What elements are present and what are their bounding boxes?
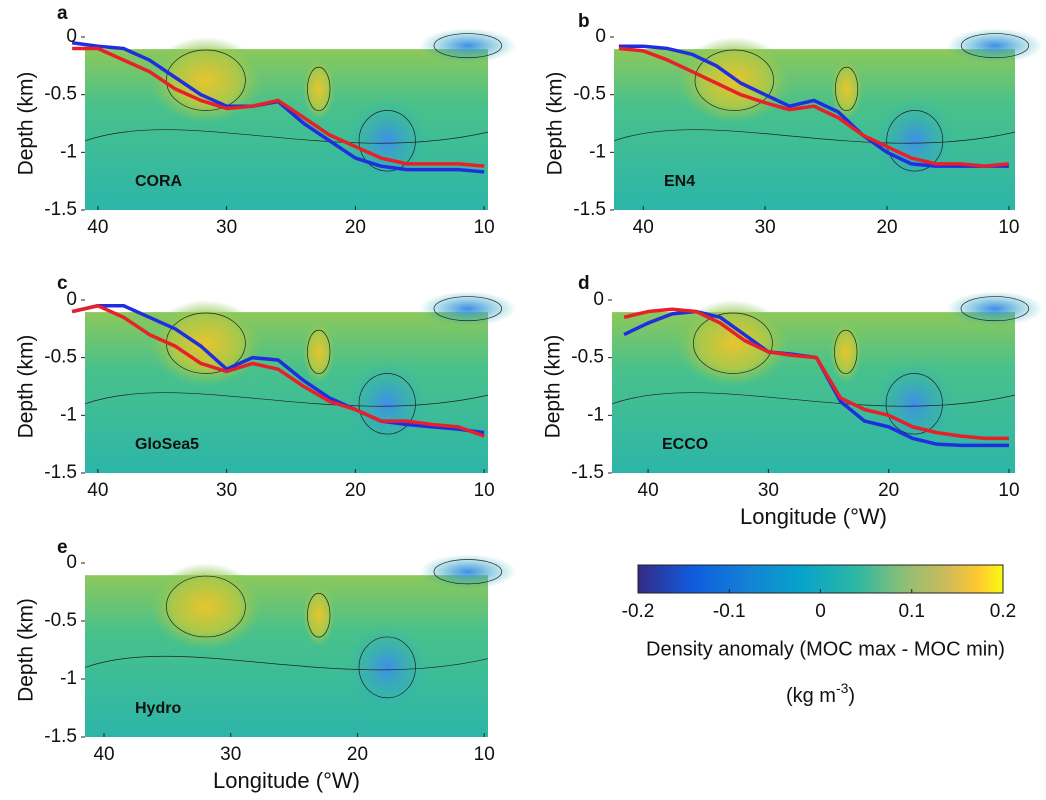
x-tick-label: 40 bbox=[633, 217, 654, 238]
unit-part: ) bbox=[848, 685, 855, 707]
contour bbox=[834, 329, 858, 375]
y-axis-label: Depth (km) bbox=[15, 598, 38, 702]
colorbar-tick-label: 0 bbox=[815, 601, 826, 622]
y-tick-label: -1 bbox=[60, 141, 77, 162]
colorbar-units: (kg m-3) bbox=[786, 680, 855, 708]
unit-part: -3 bbox=[836, 680, 849, 696]
y-tick-label: -1 bbox=[60, 404, 77, 425]
colorbar-tick-label: 0.1 bbox=[899, 601, 925, 622]
contour bbox=[611, 392, 1016, 407]
y-tick-label: -1.5 bbox=[44, 726, 77, 747]
y-axis-label: Depth (km) bbox=[15, 335, 38, 439]
y-axis-label: Depth (km) bbox=[542, 335, 565, 439]
depth-line bbox=[71, 304, 485, 435]
dataset-label: ECCO bbox=[662, 436, 708, 453]
y-tick-label: -1 bbox=[587, 404, 604, 425]
colorbar-tick-label: 0.2 bbox=[990, 601, 1016, 622]
y-tick-label: -1.5 bbox=[44, 199, 77, 220]
depth-line bbox=[71, 304, 485, 438]
y-tick-label: -1.5 bbox=[571, 462, 604, 483]
contour bbox=[358, 373, 416, 435]
unit-part: (kg m bbox=[786, 685, 836, 707]
contour bbox=[358, 636, 416, 699]
y-tick-label: -0.5 bbox=[44, 84, 77, 105]
contour bbox=[960, 33, 1029, 59]
contour bbox=[886, 110, 944, 172]
dataset-label: Hydro bbox=[135, 700, 181, 717]
contour bbox=[166, 575, 246, 638]
depth-line bbox=[618, 46, 1010, 168]
x-tick-label: 40 bbox=[638, 480, 659, 501]
x-tick-label: 30 bbox=[758, 480, 779, 501]
depth-line bbox=[72, 46, 485, 168]
x-axis-label: Longitude (°W) bbox=[740, 504, 887, 529]
y-tick-label: -1 bbox=[60, 668, 77, 689]
contour bbox=[307, 329, 331, 375]
panel-label: d bbox=[578, 273, 590, 294]
contour bbox=[885, 373, 943, 435]
contour bbox=[358, 110, 416, 172]
x-tick-label: 30 bbox=[216, 480, 237, 501]
x-tick-label: 30 bbox=[216, 217, 237, 238]
y-tick-label: -1.5 bbox=[44, 462, 77, 483]
x-tick-label: 30 bbox=[755, 217, 776, 238]
dataset-label: GloSea5 bbox=[135, 436, 199, 453]
x-tick-label: 40 bbox=[87, 217, 108, 238]
x-tick-label: 20 bbox=[876, 217, 897, 238]
y-tick-label: -1.5 bbox=[573, 199, 606, 220]
panel-label: e bbox=[57, 537, 68, 558]
y-axis-label: Depth (km) bbox=[15, 72, 38, 176]
contour bbox=[693, 312, 773, 374]
y-tick-label: -1 bbox=[589, 141, 606, 162]
depth-line bbox=[623, 307, 1009, 441]
x-tick-label: 10 bbox=[474, 744, 495, 765]
x-tick-label: 20 bbox=[878, 480, 899, 501]
contour bbox=[166, 49, 246, 111]
y-axis-label: Depth (km) bbox=[544, 72, 567, 176]
x-tick-label: 20 bbox=[345, 480, 366, 501]
contour bbox=[960, 296, 1030, 322]
contour bbox=[307, 66, 331, 112]
y-tick-label: 0 bbox=[66, 26, 77, 47]
y-tick-label: -0.5 bbox=[44, 347, 77, 368]
contour bbox=[84, 392, 489, 407]
contour bbox=[84, 655, 489, 671]
y-tick-label: -0.5 bbox=[571, 347, 604, 368]
y-tick-label: -0.5 bbox=[44, 610, 77, 631]
y-tick-label: 0 bbox=[66, 289, 77, 310]
contour bbox=[694, 49, 774, 111]
colorbar-tick-label: -0.1 bbox=[713, 601, 746, 622]
colorbar bbox=[637, 564, 1004, 594]
contour bbox=[433, 296, 503, 322]
contour bbox=[613, 129, 1016, 144]
x-tick-label: 10 bbox=[998, 217, 1019, 238]
x-tick-label: 30 bbox=[220, 744, 241, 765]
x-tick-label: 10 bbox=[998, 480, 1019, 501]
colorbar-label: Density anomaly (MOC max - MOC min) bbox=[646, 638, 1005, 660]
panel-label: a bbox=[57, 3, 68, 24]
contour bbox=[433, 33, 503, 59]
x-tick-label: 10 bbox=[474, 480, 495, 501]
x-tick-label: 40 bbox=[93, 744, 114, 765]
y-tick-label: 0 bbox=[595, 26, 606, 47]
x-axis-label: Longitude (°W) bbox=[213, 768, 360, 793]
contour bbox=[433, 559, 503, 585]
colorbar-tick-label: -0.2 bbox=[622, 601, 655, 622]
y-tick-label: -0.5 bbox=[573, 84, 606, 105]
dataset-label: CORA bbox=[135, 173, 183, 190]
panel-label: b bbox=[578, 11, 590, 32]
x-tick-label: 20 bbox=[347, 744, 368, 765]
contour bbox=[835, 66, 859, 112]
depth-line bbox=[618, 44, 1009, 168]
contour bbox=[84, 129, 489, 144]
y-tick-label: 0 bbox=[593, 289, 604, 310]
x-tick-label: 10 bbox=[474, 217, 495, 238]
contour bbox=[307, 592, 331, 638]
x-tick-label: 20 bbox=[345, 217, 366, 238]
y-tick-label: 0 bbox=[66, 552, 77, 573]
dataset-label: EN4 bbox=[664, 173, 695, 190]
x-tick-label: 40 bbox=[87, 480, 108, 501]
panel-label: c bbox=[57, 273, 68, 294]
